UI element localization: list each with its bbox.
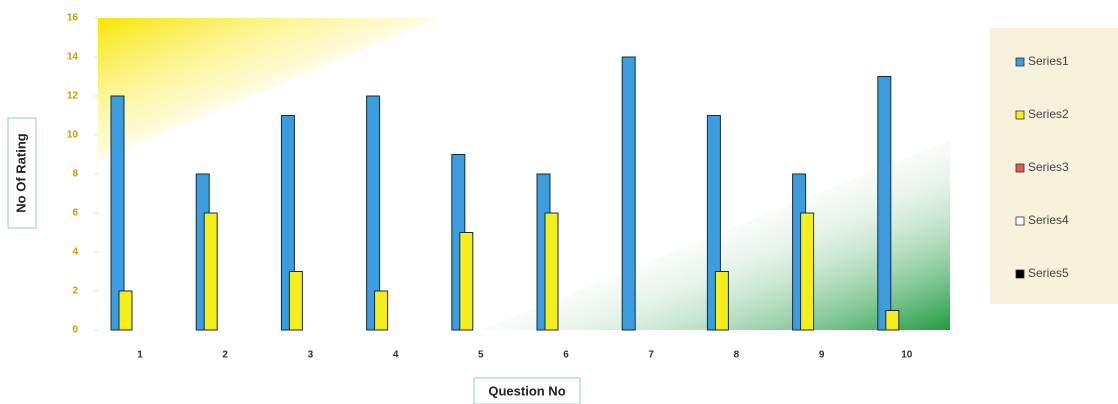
bar xyxy=(366,95,381,331)
bar xyxy=(544,212,559,331)
bar xyxy=(621,56,636,331)
y-label-box xyxy=(7,117,37,229)
legend-swatch xyxy=(1015,269,1025,279)
bar xyxy=(374,290,389,331)
y-axis-label: No Of Rating xyxy=(13,133,28,212)
y-tick-label: 4 xyxy=(72,247,78,258)
bar xyxy=(885,310,900,331)
y-tick-label: 14 xyxy=(67,52,79,63)
legend-swatch xyxy=(1015,110,1025,120)
y-tick-label: 10 xyxy=(67,130,79,141)
y-tick-label: 12 xyxy=(67,91,79,102)
x-axis-label: Question No xyxy=(488,383,565,398)
x-tick-label: 9 xyxy=(819,350,825,361)
bar xyxy=(800,212,815,331)
x-tick-label: 10 xyxy=(901,350,913,361)
x-tick-label: 1 xyxy=(137,350,143,361)
bar xyxy=(877,76,892,331)
y-tick-label: 6 xyxy=(72,208,78,219)
x-tick-label: 2 xyxy=(222,350,228,361)
bar xyxy=(110,95,125,331)
bar xyxy=(288,271,303,331)
y-tick-label: 2 xyxy=(72,286,78,297)
y-tick-label: 0 xyxy=(72,325,78,336)
y-tick-label: 8 xyxy=(72,169,78,180)
bar xyxy=(459,232,474,331)
legend-swatch xyxy=(1015,163,1025,173)
x-tick-label: 8 xyxy=(734,350,740,361)
x-tick-label: 4 xyxy=(393,350,399,361)
legend-label: Series1 xyxy=(1028,54,1069,68)
legend-swatch xyxy=(1015,57,1025,67)
legend-label: Series3 xyxy=(1028,160,1069,174)
bar xyxy=(203,212,218,331)
legend-box xyxy=(990,28,1118,304)
legend-label: Series4 xyxy=(1028,213,1069,227)
legend-label: Series5 xyxy=(1028,266,1069,280)
legend-label: Series2 xyxy=(1028,107,1069,121)
x-label-box xyxy=(473,377,581,404)
decor-yellow xyxy=(98,18,440,160)
y-tick-label: 16 xyxy=(67,13,79,24)
bar xyxy=(118,290,133,331)
x-tick-label: 3 xyxy=(308,350,314,361)
bar xyxy=(714,271,729,331)
x-tick-label: 6 xyxy=(563,350,569,361)
legend-swatch xyxy=(1015,216,1025,226)
x-tick-label: 5 xyxy=(478,350,484,361)
x-tick-label: 7 xyxy=(648,350,654,361)
